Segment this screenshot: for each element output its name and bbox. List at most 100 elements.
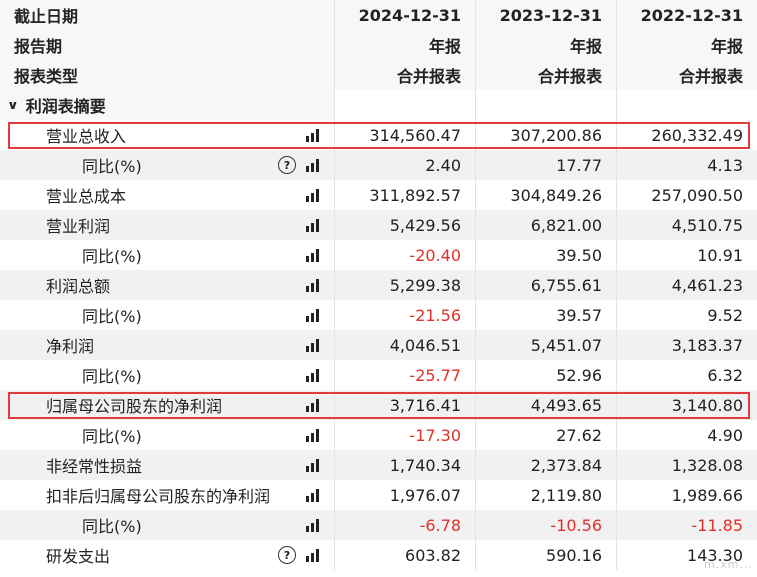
value-cell: 4,493.65 (475, 390, 616, 420)
value-cell: 1,328.08 (616, 450, 757, 480)
row-label-text: 同比(%) (82, 517, 142, 536)
chevron-down-icon[interactable]: ∨ (7, 98, 19, 112)
empty-cell (616, 90, 757, 120)
bar-chart-icon[interactable] (306, 519, 320, 532)
row-label-text: 同比(%) (82, 157, 142, 176)
table-row: 营业总收入 314,560.47 307,200.86 260,332.49 (0, 120, 757, 150)
row-label: 净利润 (0, 330, 334, 360)
value-cell: 4.90 (616, 420, 757, 450)
row-label-text: 非经常性损益 (46, 457, 143, 476)
value-cell: -25.77 (334, 360, 475, 390)
value-cell: 5,451.07 (475, 330, 616, 360)
row-label-text: 营业利润 (46, 217, 111, 236)
value-cell: 257,090.50 (616, 180, 757, 210)
row-label-text: 归属母公司股东的净利润 (46, 397, 223, 416)
value-cell: 4.13 (616, 150, 757, 180)
bar-chart-icon[interactable] (306, 549, 320, 562)
row-label-text: 净利润 (46, 337, 95, 356)
row-label-text: 营业总收入 (46, 127, 127, 146)
bar-chart-icon[interactable] (306, 489, 320, 502)
row-label: 同比(%) (0, 420, 334, 450)
value-cell: 311,892.57 (334, 180, 475, 210)
value-cell: 9.52 (616, 300, 757, 330)
row-label-text: 营业总成本 (46, 187, 127, 206)
table-row: 利润总额 5,299.38 6,755.61 4,461.23 (0, 270, 757, 300)
bar-chart-icon[interactable] (306, 189, 320, 202)
value-cell: 590.16 (475, 540, 616, 570)
section-title: 利润表摘要 (25, 97, 106, 116)
row-label-text: 同比(%) (82, 367, 142, 386)
header-cell: 年报 (475, 30, 616, 60)
bar-chart-icon[interactable] (306, 399, 320, 412)
row-label: 营业利润 (0, 210, 334, 240)
row-label: 同比(%) (0, 360, 334, 390)
table-row: 同比(%) -17.30 27.62 4.90 (0, 420, 757, 450)
header-cell: 合并报表 (616, 60, 757, 90)
table-row: 营业利润 5,429.56 6,821.00 4,510.75 (0, 210, 757, 240)
header-label: 报表类型 (0, 60, 334, 90)
help-circle-icon[interactable]: ? (278, 156, 296, 174)
value-cell: 1,740.34 (334, 450, 475, 480)
value-cell: 5,429.56 (334, 210, 475, 240)
row-label-text: 同比(%) (82, 307, 142, 326)
bar-chart-icon[interactable] (306, 249, 320, 262)
row-label: 研发支出? (0, 540, 334, 570)
bar-chart-icon[interactable] (306, 369, 320, 382)
row-label: 同比(%) (0, 240, 334, 270)
section-label[interactable]: ∨ 利润表摘要 (0, 90, 334, 120)
row-label: 非经常性损益 (0, 450, 334, 480)
table-row: 同比(%) -6.78 -10.56 -11.85 (0, 510, 757, 540)
bar-chart-icon[interactable] (306, 309, 320, 322)
row-label: 归属母公司股东的净利润 (0, 390, 334, 420)
value-cell: 6.32 (616, 360, 757, 390)
bar-chart-icon[interactable] (306, 339, 320, 352)
value-cell: -20.40 (334, 240, 475, 270)
bar-chart-icon[interactable] (306, 459, 320, 472)
header-label-text: 报告期 (14, 37, 63, 56)
bar-chart-icon[interactable] (306, 129, 320, 142)
watermark: m.xm... (704, 558, 753, 571)
value-cell: 2.40 (334, 150, 475, 180)
value-cell: 39.50 (475, 240, 616, 270)
row-label: 扣非后归属母公司股东的净利润 (0, 480, 334, 510)
value-cell: -17.30 (334, 420, 475, 450)
row-label-text: 同比(%) (82, 247, 142, 266)
table-row: 研发支出? 603.82 590.16 143.30 (0, 540, 757, 570)
header-row-type: 报表类型 合并报表 合并报表 合并报表 (0, 60, 757, 90)
bar-chart-icon[interactable] (306, 159, 320, 172)
row-label-text: 同比(%) (82, 427, 142, 446)
value-cell: 17.77 (475, 150, 616, 180)
value-cell: 4,510.75 (616, 210, 757, 240)
table-row: 同比(%) -21.56 39.57 9.52 (0, 300, 757, 330)
header-cell: 合并报表 (334, 60, 475, 90)
value-cell: 2,373.84 (475, 450, 616, 480)
row-label-text: 研发支出 (46, 547, 111, 566)
row-label: 同比(%)? (0, 150, 334, 180)
bar-chart-icon[interactable] (306, 279, 320, 292)
value-cell: 1,989.66 (616, 480, 757, 510)
value-cell: 6,821.00 (475, 210, 616, 240)
table-row: 非经常性损益 1,740.34 2,373.84 1,328.08 (0, 450, 757, 480)
bar-chart-icon[interactable] (306, 429, 320, 442)
header-label: 报告期 (0, 30, 334, 60)
table-row: 净利润 4,046.51 5,451.07 3,183.37 (0, 330, 757, 360)
header-label-text: 报表类型 (14, 67, 79, 86)
value-cell: 3,716.41 (334, 390, 475, 420)
value-cell: -11.85 (616, 510, 757, 540)
header-row-period: 报告期 年报 年报 年报 (0, 30, 757, 60)
section-row-income-summary[interactable]: ∨ 利润表摘要 (0, 90, 757, 120)
value-cell: 4,461.23 (616, 270, 757, 300)
row-label: 营业总收入 (0, 120, 334, 150)
value-cell: 2,119.80 (475, 480, 616, 510)
header-label: 截止日期 (0, 0, 334, 30)
table-row: 同比(%) -20.40 39.50 10.91 (0, 240, 757, 270)
value-cell: 143.30 (616, 540, 757, 570)
header-cell: 2022-12-31 (616, 0, 757, 30)
value-cell: 5,299.38 (334, 270, 475, 300)
value-cell: -21.56 (334, 300, 475, 330)
help-circle-icon[interactable]: ? (278, 546, 296, 564)
table-row: 同比(%) -25.77 52.96 6.32 (0, 360, 757, 390)
bar-chart-icon[interactable] (306, 219, 320, 232)
row-label: 同比(%) (0, 300, 334, 330)
table-row: 扣非后归属母公司股东的净利润 1,976.07 2,119.80 1,989.6… (0, 480, 757, 510)
